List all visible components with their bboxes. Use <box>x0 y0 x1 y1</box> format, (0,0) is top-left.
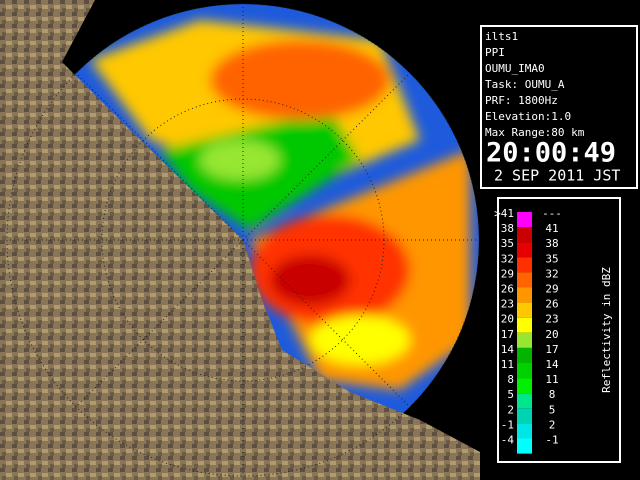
info-line: PPI <box>485 46 505 59</box>
time: 20:00:49 <box>486 138 616 169</box>
legend-high-label: 2 <box>549 418 556 431</box>
range-rings <box>6 3 480 477</box>
legend-swatch <box>517 393 532 409</box>
info-line: ilts1 <box>485 30 518 43</box>
legend-swatch <box>517 438 532 454</box>
legend-swatch <box>517 408 532 424</box>
legend-high-label: 11 <box>545 373 558 386</box>
legend-low-label: 29 <box>501 267 514 280</box>
legend-high-label: 32 <box>545 267 558 280</box>
legend-swatch <box>517 227 532 243</box>
legend-swatch <box>517 378 532 394</box>
info-line: PRF: 1800Hz <box>485 94 558 107</box>
legend-low-label: 14 <box>501 343 515 356</box>
legend-swatch <box>517 272 532 288</box>
legend-high-label: 14 <box>545 358 559 371</box>
info-line: Elevation:1.0 <box>485 110 571 123</box>
legend-low-label: 5 <box>507 388 514 401</box>
legend-high-label: -1 <box>545 434 558 447</box>
legend-low-label: 35 <box>501 237 514 250</box>
legend-low-label: 38 <box>501 222 514 235</box>
legend-swatch <box>517 363 532 379</box>
legend-low-label: 17 <box>501 328 514 341</box>
legend-high-label: 29 <box>545 283 558 296</box>
legend-high-label: 41 <box>545 222 558 235</box>
legend-high-label: 20 <box>545 328 558 341</box>
terrain <box>0 0 480 480</box>
legend-high-label: 35 <box>545 252 558 265</box>
legend-swatch <box>517 423 532 439</box>
legend-swatch <box>517 212 532 228</box>
legend-low-label: 32 <box>501 252 514 265</box>
info-line: OUMU_IMA0 <box>485 62 545 75</box>
info-line: Task: OUMU_A <box>485 78 565 91</box>
legend-swatch <box>517 287 532 303</box>
legend-low-label: -1 <box>501 418 514 431</box>
legend-swatch <box>517 332 532 348</box>
legend-swatch <box>517 257 532 273</box>
legend-low-label: 20 <box>501 313 514 326</box>
legend-high-label: 17 <box>545 343 558 356</box>
legend-swatch <box>517 242 532 258</box>
legend-low-label: 11 <box>501 358 514 371</box>
legend-low-label: -4 <box>501 434 515 447</box>
info-panel: ilts1 PPI OUMU_IMA0 Task: OUMU_A PRF: 1800Hz… <box>480 25 638 189</box>
legend-high-label: 8 <box>549 388 556 401</box>
legend-swatch <box>517 302 532 318</box>
legend-high-label: 26 <box>545 298 558 311</box>
legend-swatch <box>517 317 532 333</box>
legend-low-label: 8 <box>507 373 514 386</box>
legend-high-label: --- <box>542 207 562 220</box>
legend-low-label: 23 <box>501 298 514 311</box>
legend-high-label: 38 <box>545 237 558 250</box>
legend-high-label: 5 <box>549 403 556 416</box>
legend-low-label: >41 <box>494 207 514 220</box>
legend-low-label: 2 <box>507 403 514 416</box>
date: 2 SEP 2011 JST <box>494 167 620 185</box>
legend-axis-label: Reflectivity in dBZ <box>600 267 613 393</box>
legend-high-label: 23 <box>545 313 558 326</box>
info-line: Max Range:80 km <box>485 126 585 139</box>
legend-low-label: 26 <box>501 283 514 296</box>
info-box <box>480 25 638 189</box>
legend: >41 --- 38 41 35 38 32 35 29 32 26 29 23 26 20 23 17 20 14… <box>494 197 621 463</box>
legend-swatch <box>517 347 532 363</box>
